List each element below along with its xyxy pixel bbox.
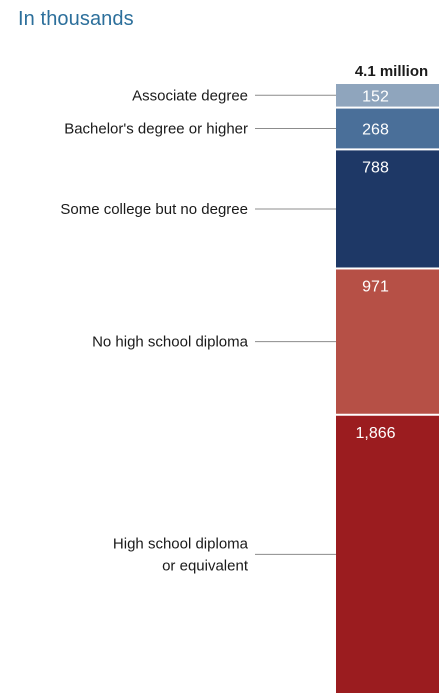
category-label-associate-degree: Associate degree xyxy=(132,87,248,104)
bar-segment-high-school-diploma-or-equivalent xyxy=(336,415,439,693)
bar-total-label: 4.1 million xyxy=(355,63,428,80)
category-label-some-college-but-no-degree: Some college but no degree xyxy=(60,201,248,218)
category-label-line: Associate degree xyxy=(132,87,248,104)
category-label-line: or equivalent xyxy=(162,557,249,574)
category-label-line: No high school diploma xyxy=(92,334,249,351)
data-label-associate-degree: 152 xyxy=(362,88,389,105)
chart-subtitle: In thousands xyxy=(18,8,134,30)
category-label-line: Bachelor's degree or higher xyxy=(64,120,248,137)
data-label-bachelor-s-degree-or-higher: 268 xyxy=(362,121,389,138)
data-label-no-high-school-diploma: 971 xyxy=(362,278,389,295)
bar-segment-some-college-but-no-degree xyxy=(336,150,439,268)
data-label-some-college-but-no-degree: 788 xyxy=(362,159,389,176)
category-label-bachelor-s-degree-or-higher: Bachelor's degree or higher xyxy=(64,120,248,137)
data-label-high-school-diploma-or-equivalent: 1,866 xyxy=(355,425,395,442)
bar-segment-bachelor-s-degree-or-higher xyxy=(336,108,439,149)
category-label-no-high-school-diploma: No high school diploma xyxy=(92,334,249,351)
category-label-line: High school diploma xyxy=(113,535,249,552)
bar-segment-associate-degree xyxy=(336,84,439,107)
category-label-high-school-diploma-or-equivalent: High school diploma or equivalent xyxy=(113,535,249,574)
category-label-line: Some college but no degree xyxy=(60,201,248,218)
bar-segment-no-high-school-diploma xyxy=(336,269,439,414)
